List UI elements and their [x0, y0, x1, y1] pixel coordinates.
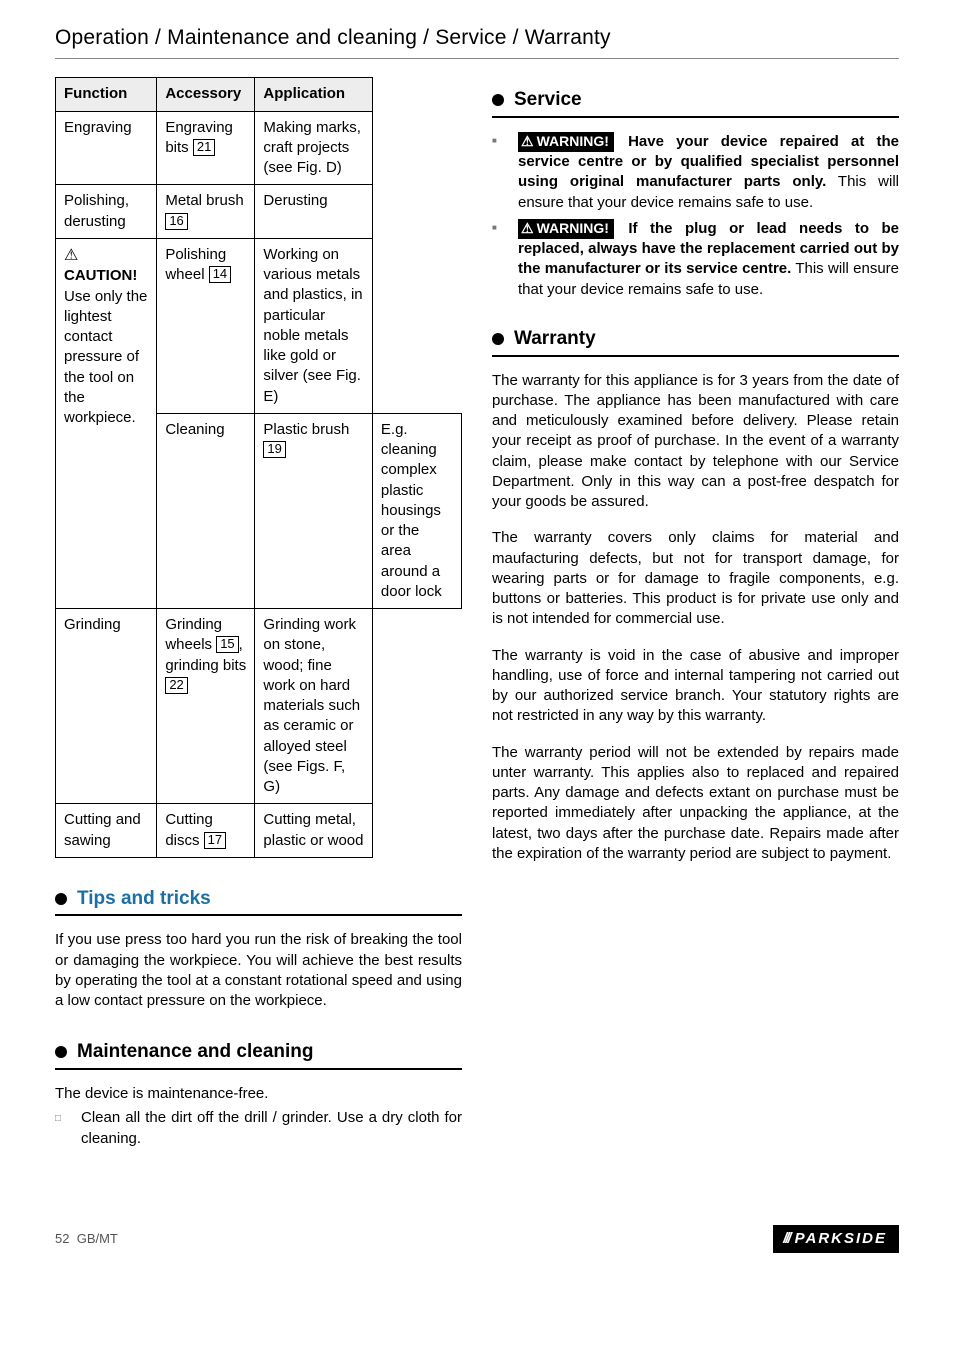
warning-triangle-icon: ⚠: [521, 133, 534, 149]
section-tips: Tips and tricks: [55, 886, 462, 917]
bullet-icon: [55, 893, 67, 905]
list-item: ■ ⚠WARNING! If the plug or lead needs to…: [492, 219, 899, 300]
table-row: Engraving Engraving bits 21 Making marks…: [56, 111, 462, 185]
bullet-icon: [55, 1046, 67, 1058]
bullet-icon: [492, 94, 504, 106]
section-warranty: Warranty: [492, 326, 899, 357]
tips-body: If you use press too hard you run the ri…: [55, 930, 462, 1011]
bullet-icon: [492, 333, 504, 345]
square-bullet-icon: ■: [492, 132, 506, 213]
table-row: Polishing, derusting Metal brush 16 Deru…: [56, 185, 462, 239]
table-row: Grinding Grinding wheels 15, grinding bi…: [56, 609, 462, 804]
th-accessory: Accessory: [157, 78, 255, 111]
warning-badge: ⚠WARNING!: [518, 219, 614, 239]
maint-lead: The device is maintenance-free.: [55, 1084, 462, 1104]
square-bullet-icon: ■: [492, 219, 506, 300]
page-region: GB/MT: [77, 1231, 118, 1246]
breadcrumb: Operation / Maintenance and cleaning / S…: [55, 24, 899, 59]
page-number: 52: [55, 1231, 69, 1246]
section-service: Service: [492, 87, 899, 118]
square-bullet-icon: □: [55, 1108, 69, 1149]
warranty-p2: The warranty is void in the case of abus…: [492, 646, 899, 727]
table-row: ⚠ CAUTION! Use only the lightest contact…: [56, 238, 462, 413]
warning-triangle-icon: ⚠: [521, 220, 534, 236]
list-item: ■ ⚠WARNING! Have your device repaired at…: [492, 132, 899, 213]
warranty-bold: The warranty for this appliance is for 3…: [492, 371, 899, 513]
warning-badge: ⚠WARNING!: [518, 132, 614, 152]
section-maintenance: Maintenance and cleaning: [55, 1039, 462, 1070]
brand-badge: ///PARKSIDE: [773, 1225, 899, 1253]
list-item: □ Clean all the dirt off the drill / gri…: [55, 1108, 462, 1149]
table-row: Cutting and sawing Cutting discs 17 Cutt…: [56, 804, 462, 858]
function-table: Function Accessory Application Engraving…: [55, 77, 462, 858]
th-application: Application: [255, 78, 372, 111]
warning-triangle-icon: ⚠: [64, 245, 78, 267]
th-function: Function: [56, 78, 157, 111]
warranty-p3: The warranty period will not be extended…: [492, 743, 899, 865]
warranty-p1: The warranty covers only claims for mate…: [492, 528, 899, 629]
page-footer: 52 GB/MT ///PARKSIDE: [55, 1225, 899, 1253]
